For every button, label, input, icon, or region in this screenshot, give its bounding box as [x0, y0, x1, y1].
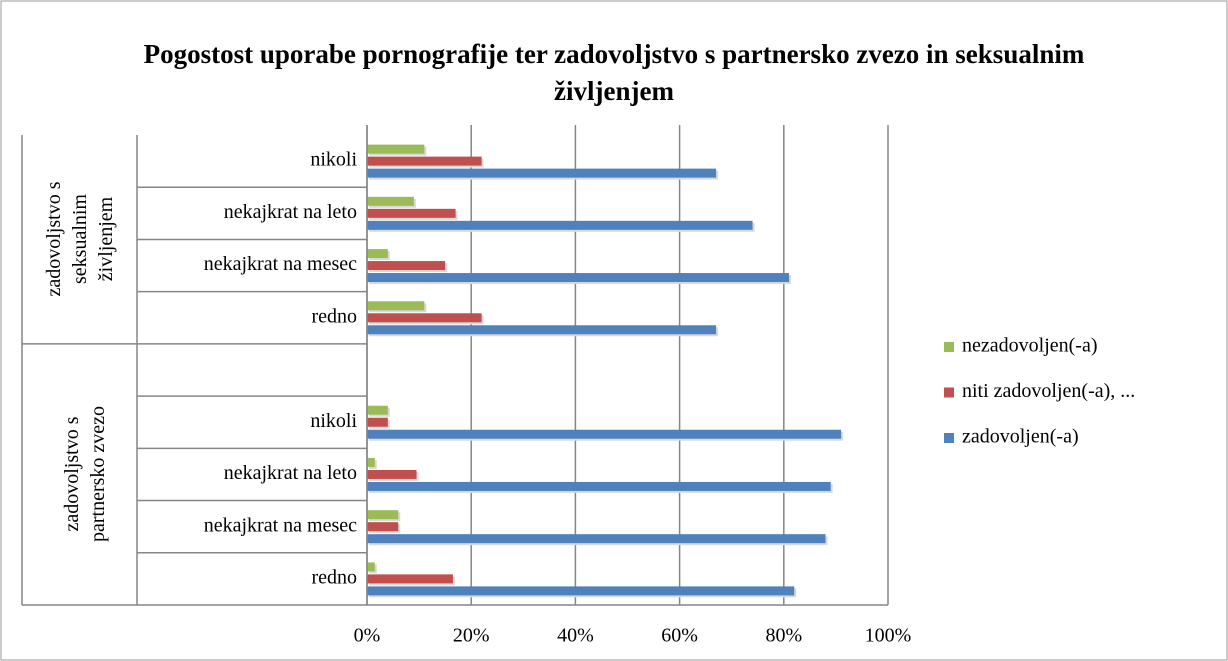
x-tick-label: 60% [661, 625, 698, 647]
bar [367, 261, 446, 271]
bar [367, 325, 717, 335]
y-tick-label: nekajkrat na leto [224, 201, 357, 223]
chart-title: Pogostost uporabe pornografije ter zadov… [143, 39, 1085, 106]
y-tick-label: nekajkrat na mesec [204, 514, 357, 536]
y-tick-label: nekajkrat na leto [224, 462, 357, 484]
bar [367, 168, 717, 178]
bar [367, 301, 425, 311]
legend-swatch [944, 342, 954, 352]
bar [367, 144, 425, 154]
bar [367, 156, 482, 166]
x-tick-label: 80% [765, 625, 802, 647]
x-tick-label: 0% [354, 625, 381, 647]
bar [367, 196, 414, 206]
bar [367, 586, 795, 596]
x-tick-label: 20% [453, 625, 490, 647]
bar [367, 417, 388, 427]
bar [367, 481, 831, 491]
group-label: zadovoljstvo s partnersko zvezo [61, 406, 109, 543]
legend-label: niti zadovoljen(-a), ... [962, 380, 1135, 402]
group-label: zadovoljstvo s seksualnim življenjem [43, 181, 117, 297]
bar [367, 562, 375, 572]
bar [367, 574, 453, 584]
bar [367, 457, 375, 467]
bar [367, 405, 388, 415]
y-tick-label: nikoli [310, 149, 357, 171]
bar [367, 469, 417, 479]
x-tick-label: 100% [865, 625, 912, 647]
legend-swatch [944, 387, 954, 398]
bar [367, 273, 790, 283]
bar [367, 220, 753, 230]
legend-swatch [944, 433, 954, 443]
y-tick-label: redno [311, 566, 357, 588]
bar [367, 208, 456, 218]
y-tick-label: nikoli [310, 410, 357, 432]
y-tick-label: nekajkrat na mesec [204, 253, 357, 275]
y-tick-label: redno [311, 305, 357, 327]
bar [367, 510, 399, 520]
bar [367, 534, 826, 544]
legend-label: nezadovoljen(-a) [962, 335, 1097, 357]
bar [367, 249, 388, 259]
bar [367, 313, 482, 323]
x-tick-label: 40% [557, 625, 594, 647]
bar [367, 522, 399, 532]
legend-label: zadovoljen(-a) [962, 426, 1079, 448]
bar [367, 429, 842, 439]
